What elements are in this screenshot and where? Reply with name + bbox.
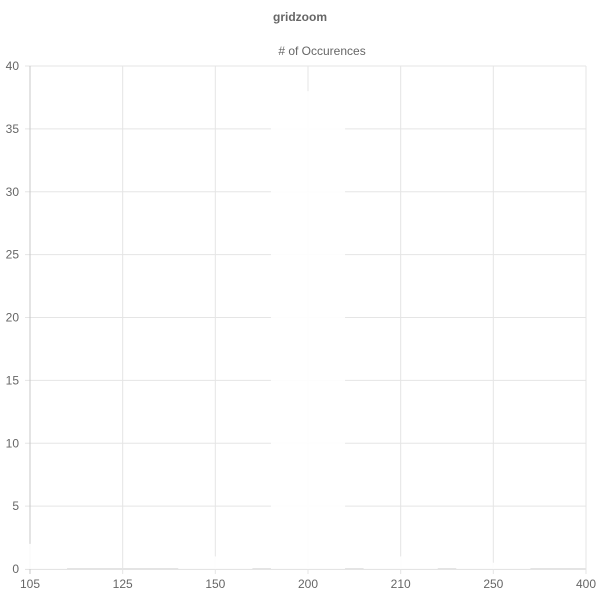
- x-tick-label: 125: [113, 577, 133, 591]
- y-tick-label: 25: [6, 248, 20, 262]
- y-axis-ticks: 0 5 10 15 20 25 30 35 40: [6, 59, 20, 576]
- x-tick-label: 400: [576, 577, 596, 591]
- y-tick-label: 15: [6, 373, 20, 387]
- bars: [0, 91, 531, 570]
- bar: [363, 556, 438, 569]
- y-tick-label: 30: [6, 185, 20, 199]
- bar: [456, 562, 531, 569]
- x-tick-label: 105: [20, 577, 40, 591]
- y-tick-label: 10: [6, 436, 20, 450]
- y-tick-label: 35: [6, 122, 20, 136]
- y-tick-label: 0: [12, 562, 19, 576]
- bar: [178, 556, 253, 569]
- chart-title: gridzoom: [273, 10, 327, 24]
- bar: [270, 91, 346, 570]
- x-axis-ticks: 105 125 150 200 210 250 400: [20, 577, 596, 591]
- x-tick-label: 250: [483, 577, 503, 591]
- legend-label: # of Occurences: [278, 44, 365, 58]
- y-tick-label: 40: [6, 59, 20, 73]
- x-tick-label: 210: [391, 577, 411, 591]
- y-tick-label: 20: [6, 311, 20, 325]
- bar: [0, 543, 68, 569]
- x-tick-label: 150: [205, 577, 225, 591]
- y-tick-label: 5: [12, 499, 19, 513]
- x-tick-label: 200: [298, 577, 318, 591]
